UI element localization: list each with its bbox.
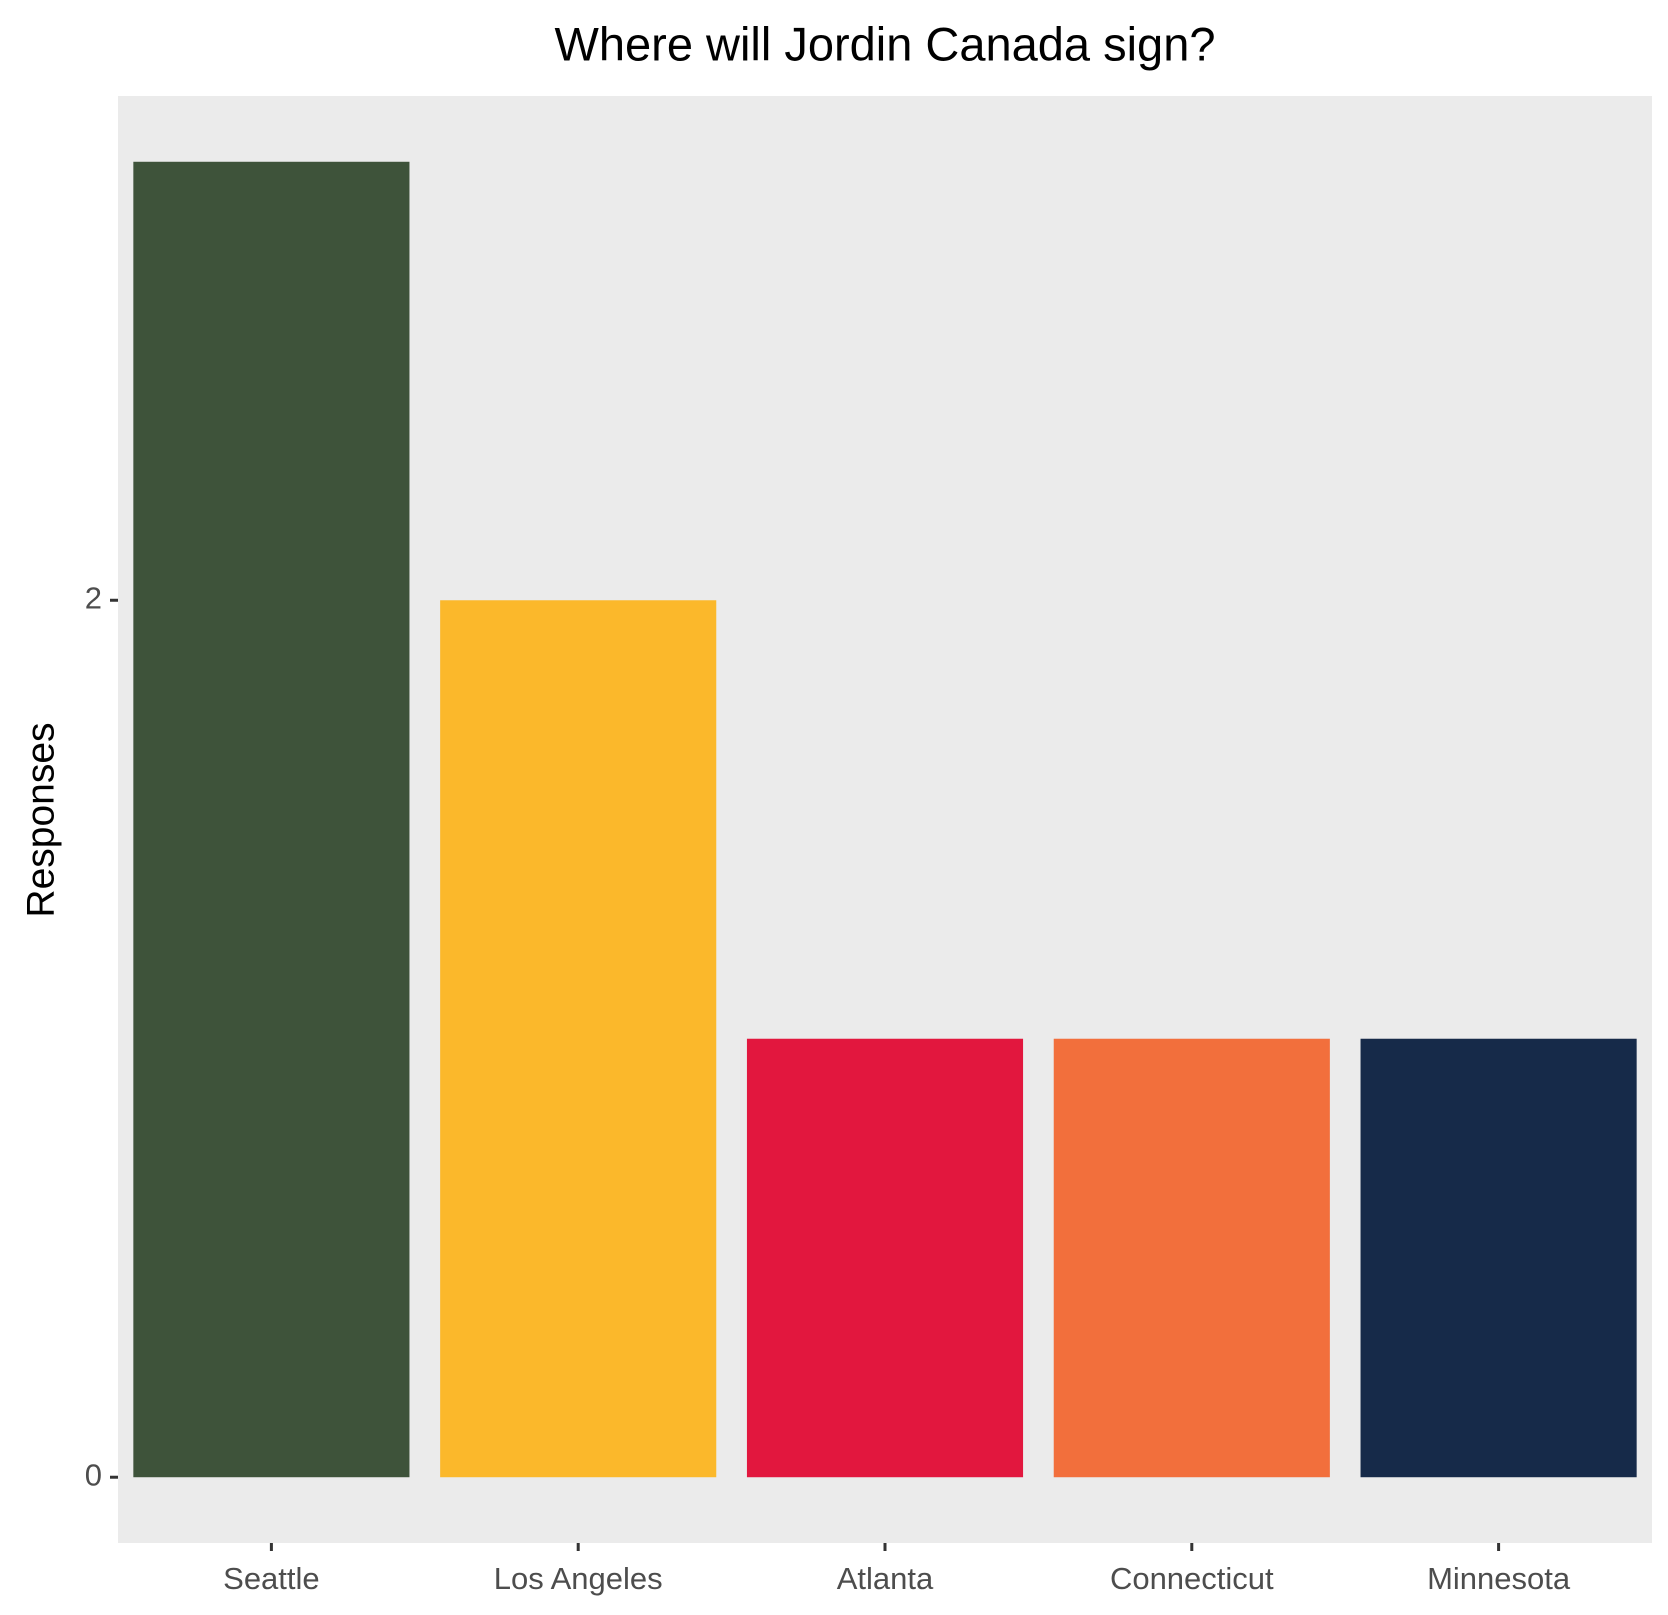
bar (133, 161, 410, 1478)
y-tick-label: 2 (85, 580, 102, 615)
x-tick-label: Atlanta (837, 1561, 934, 1596)
x-tick-label: Seattle (223, 1561, 320, 1596)
y-axis-label: Responses (19, 722, 62, 917)
x-tick-label: Minnesota (1427, 1561, 1571, 1596)
y-tick-label: 0 (85, 1457, 102, 1492)
chart-title: Where will Jordin Canada sign? (555, 17, 1216, 70)
bar (440, 600, 717, 1478)
x-tick-label: Connecticut (1110, 1561, 1274, 1596)
bar (1360, 1038, 1637, 1478)
bar (746, 1038, 1024, 1478)
x-tick-label: Los Angeles (494, 1561, 663, 1596)
bar (1053, 1038, 1330, 1478)
